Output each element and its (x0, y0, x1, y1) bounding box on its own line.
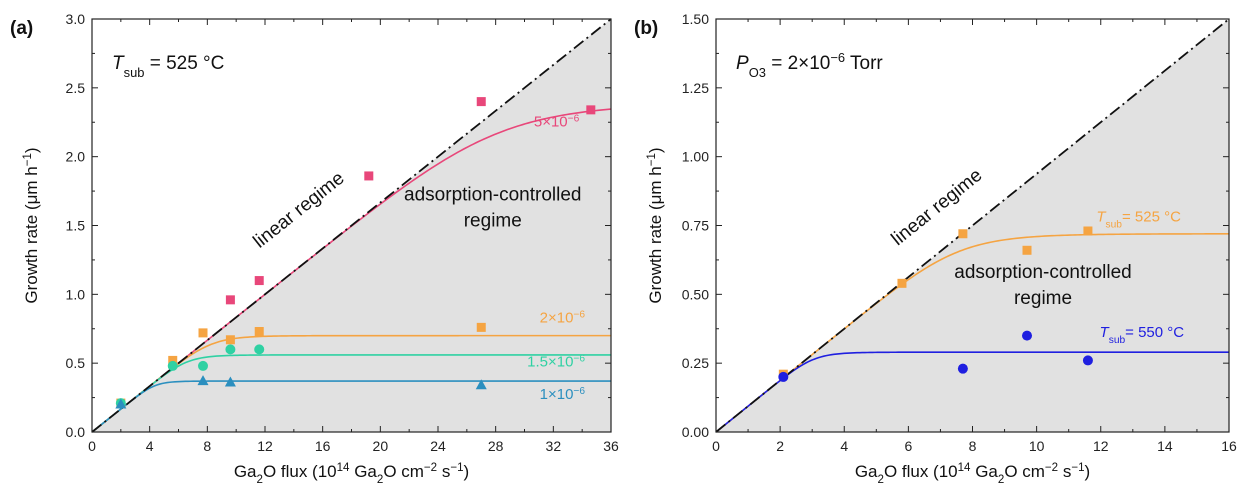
y-tick-label: 2.0 (66, 149, 86, 165)
data-point-s0-1 (254, 276, 264, 286)
x-tick-label: 8 (969, 438, 977, 454)
adsorption-label-line1: adsorption-controlled (404, 185, 581, 206)
panel-label: (b) (634, 18, 658, 39)
panel-b: 0 2 4 6 8 10 12 14 16 0.00 0.25 0.50 0.75 1.00 1.25 1.5… (634, 11, 1237, 486)
y-tick-label: 3.0 (66, 11, 86, 27)
data-point-s1-3 (1082, 355, 1093, 366)
data-point-s1-4 (254, 327, 264, 337)
adsorption-label-line1: adsorption-controlled (954, 262, 1131, 283)
data-point-s1-1 (957, 363, 968, 374)
fit-curve-0 (716, 233, 1229, 432)
panel-label: (a) (10, 18, 33, 39)
y-tick-label: 1.50 (682, 11, 709, 27)
y-axis-label: Growth rate (μm h−1) (646, 147, 665, 303)
data-point-s2-3 (225, 344, 236, 355)
data-point-s3-3 (475, 379, 487, 390)
x-tick-label: 2 (776, 438, 784, 454)
series-label-2: 1.5×10−6 (527, 353, 585, 371)
data-point-s1-2 (198, 328, 208, 338)
x-axis-label: Ga2O flux (1014 Ga2O cm−2 s−1) (855, 462, 1090, 486)
x-tick-label: 36 (603, 438, 619, 454)
y-tick-label: 0.75 (682, 218, 709, 234)
series-label-0: 5×10−6 (534, 113, 580, 131)
series-label-1: Tsub= 550 °C (1100, 324, 1185, 346)
y-tick-label: 0.25 (682, 355, 709, 371)
condition-label: Tsub = 525 °C (112, 53, 224, 80)
x-tick-label: 20 (373, 438, 389, 454)
y-tick-label: 1.00 (682, 149, 709, 165)
series-label-0: Tsub= 525 °C (1096, 208, 1181, 230)
fit-curve-2 (92, 354, 611, 432)
x-axis-label: Ga2O flux (1014 Ga2O cm−2 s−1) (234, 462, 469, 486)
y-tick-label: 0.00 (682, 424, 709, 440)
adsorption-label-line2: regime (1014, 288, 1072, 309)
data-point-s0-3 (476, 97, 486, 107)
y-tick-label: 2.5 (66, 80, 86, 96)
x-tick-label: 4 (840, 438, 848, 454)
x-tick-label: 12 (257, 438, 273, 454)
data-point-s1-3 (225, 335, 235, 345)
y-axis-label: Growth rate (μm h−1) (22, 147, 41, 303)
condition-label: PO3 = 2×10−6 Torr (736, 50, 883, 80)
y-tick-label: 0.50 (682, 286, 709, 302)
series-label-1: 2×10−6 (540, 309, 586, 327)
x-tick-label: 16 (1221, 438, 1237, 454)
data-point-s0-0 (225, 295, 235, 305)
panel-a: 0 4 8 12 16 20 24 28 32 36 0.0 0.5 1.0 1.5 2.0 2.5 3.0 Ga… (10, 11, 619, 486)
data-point-s1-0 (778, 371, 789, 382)
x-tick-label: 28 (488, 438, 504, 454)
y-tick-label: 0.0 (66, 424, 86, 440)
data-point-s3-2 (224, 376, 236, 387)
y-tick-label: 1.5 (66, 218, 86, 234)
x-tick-label: 0 (712, 438, 720, 454)
data-point-s0-3 (1022, 245, 1032, 255)
x-tick-label: 12 (1093, 438, 1109, 454)
series-label-3: 1×10−6 (540, 385, 586, 403)
linear-regime-line (91, 18, 612, 433)
data-point-s0-2 (364, 171, 374, 181)
x-tick-label: 32 (546, 438, 562, 454)
data-point-s0-4 (586, 105, 596, 115)
data-point-s2-2 (198, 360, 209, 371)
x-tick-label: 0 (88, 438, 96, 454)
x-tick-label: 4 (146, 438, 154, 454)
data-point-s2-4 (254, 344, 265, 355)
data-point-s3-0 (115, 398, 127, 409)
x-tick-label: 14 (1157, 438, 1173, 454)
fit-curve-3 (92, 380, 611, 432)
data-point-s0-1 (897, 278, 907, 288)
y-tick-label: 1.25 (682, 80, 709, 96)
y-tick-label: 0.5 (66, 355, 86, 371)
data-point-s1-5 (476, 322, 486, 332)
x-tick-label: 6 (904, 438, 912, 454)
fit-curve-1 (716, 351, 1229, 432)
data-point-s2-1 (167, 360, 178, 371)
data-point-s1-2 (1022, 330, 1033, 341)
data-point-s0-4 (1083, 226, 1093, 236)
y-tick-label: 1.0 (66, 286, 86, 302)
data-point-s3-1 (197, 375, 209, 386)
x-tick-label: 24 (430, 438, 446, 454)
data-point-s1-1 (168, 355, 178, 365)
adsorption-label-line2: regime (464, 211, 522, 232)
x-tick-label: 8 (203, 438, 211, 454)
x-tick-label: 16 (315, 438, 331, 454)
data-point-s0-2 (958, 229, 968, 239)
x-tick-label: 10 (1029, 438, 1045, 454)
